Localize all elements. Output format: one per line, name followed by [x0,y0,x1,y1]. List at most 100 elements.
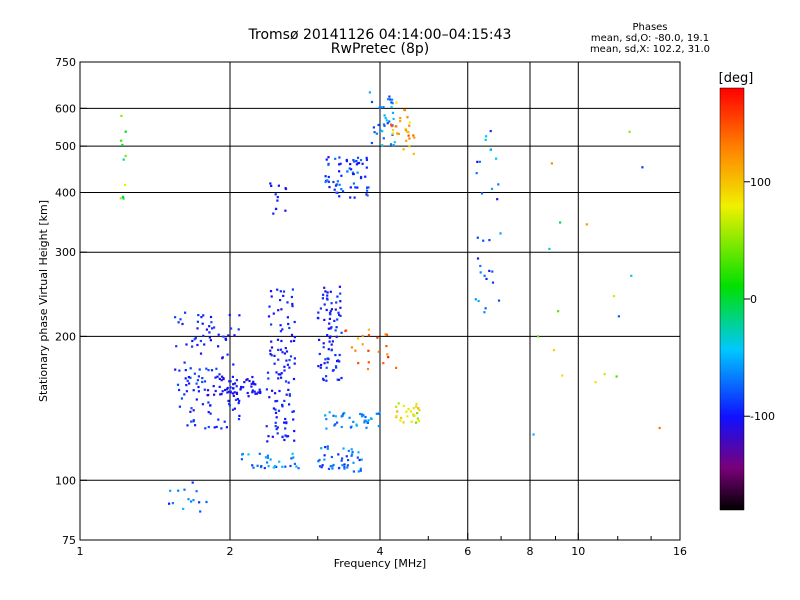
echo-point [240,458,243,461]
echo-point [338,378,341,381]
echo-point [272,466,275,469]
echo-point [476,236,479,239]
echo-point [334,184,338,187]
echo-point [291,410,294,413]
echo-point [490,187,494,190]
echo-point [184,311,187,314]
echo-point [355,159,358,163]
echo-point [367,419,370,422]
echo-point [174,316,177,319]
echo-point [283,421,286,424]
echo-point [279,330,282,333]
echo-point [293,320,296,324]
echo-point [375,412,378,415]
echo-point [475,172,478,175]
echo-point [342,447,345,450]
echo-point [180,397,183,400]
colorbar-tick-label: -100 [750,410,775,423]
echo-point [594,381,597,384]
echo-point [497,183,500,186]
echo-point [281,465,284,468]
echo-point [402,421,405,424]
echo-point [328,336,331,339]
echo-point [368,91,371,94]
echo-point [286,316,289,319]
echo-point [334,157,337,160]
echo-point [206,389,210,392]
echo-point [328,340,331,343]
echo-point [327,327,330,330]
echo-point [189,410,192,413]
echo-point [408,121,411,124]
echo-point [323,454,326,457]
echo-point [333,319,336,322]
echo-point [227,390,230,393]
echo-point [226,391,229,394]
echo-point [485,135,488,138]
echo-point [366,189,369,192]
echo-point [603,373,606,376]
echo-point [297,467,300,470]
echo-point [267,435,270,438]
echo-point [360,458,363,461]
echo-point [215,425,218,428]
echo-point [226,388,229,391]
echo-point [352,182,355,185]
echo-point [190,420,193,423]
x-tick-label: 4 [377,545,384,558]
echo-point [292,456,295,459]
echo-point [367,349,370,352]
echo-point [288,366,291,369]
echo-point [348,416,351,419]
echo-point [333,424,336,427]
echo-point [336,180,339,183]
echo-point [285,359,288,362]
echo-point [275,465,278,468]
colorbar-tick-label: 0 [750,293,757,306]
echo-point [277,309,280,312]
echo-point [495,157,498,160]
echo-point [474,298,477,301]
echo-point [382,106,385,109]
echo-point [317,317,320,320]
echo-point [232,383,235,386]
echo-point [400,416,403,419]
echo-point [335,335,338,338]
echo-point [483,274,486,277]
echo-point [273,354,276,357]
echo-point [288,403,291,406]
echo-point [415,402,418,406]
colorbar-tick-label: 100 [750,176,771,189]
echo-point [345,455,348,458]
echo-point [346,464,349,467]
echo-point [393,141,396,144]
echo-point [392,117,395,120]
echo-point [229,386,232,389]
echo-point [215,367,218,370]
echo-point [268,305,271,308]
echo-point [335,191,338,194]
echo-point [183,488,186,491]
echo-point [331,340,334,343]
echo-point [251,464,254,467]
echo-point [284,434,287,437]
echo-point [265,388,268,391]
echo-point [399,419,402,422]
echo-point [338,195,341,198]
echo-point [340,331,343,334]
echo-point [237,402,240,405]
echo-point [213,393,216,396]
echo-point [227,334,230,337]
echo-point [325,366,328,369]
echo-point [322,378,325,382]
echo-point [349,426,352,429]
echo-point [196,320,199,323]
echo-point [265,425,268,428]
echo-point [318,338,321,341]
echo-point [276,196,279,199]
echo-point [277,348,280,351]
echo-point [258,452,261,455]
echo-point [210,369,214,372]
echo-point [205,367,208,370]
echo-point [287,381,290,384]
